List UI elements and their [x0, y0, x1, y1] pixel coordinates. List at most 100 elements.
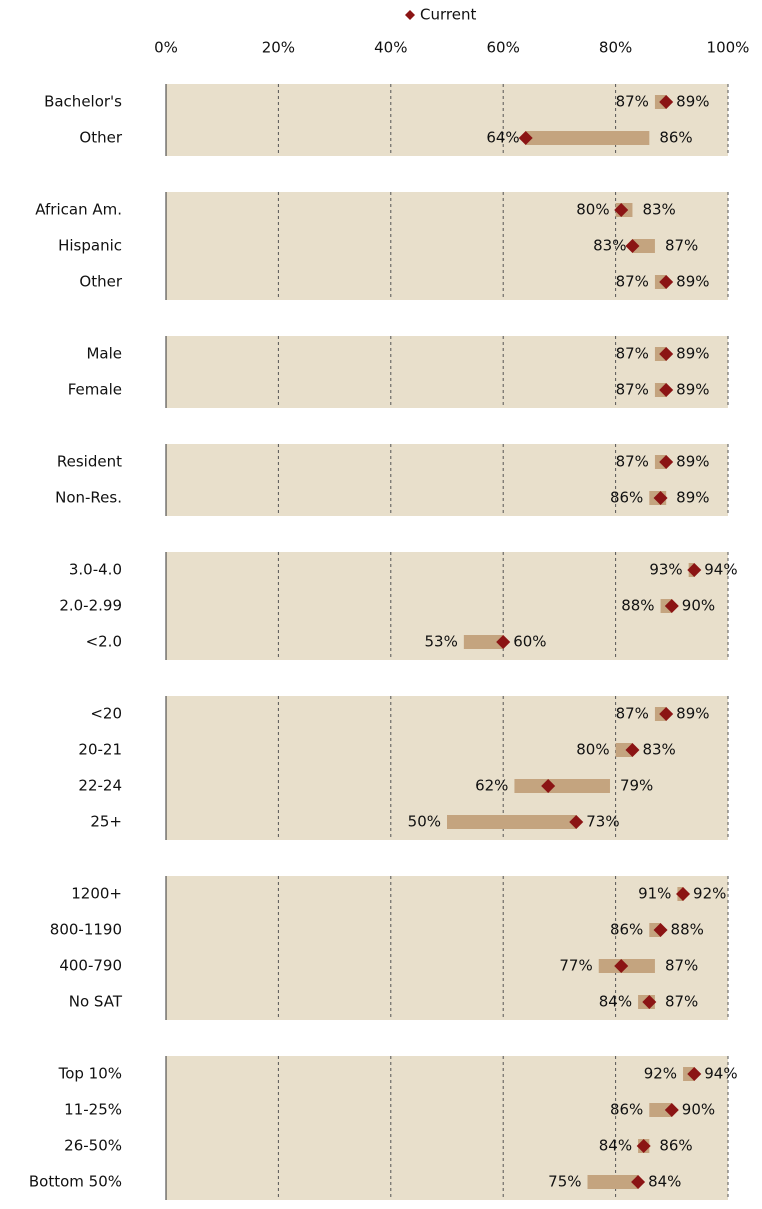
low-label: 87% [616, 273, 649, 291]
high-label: 89% [676, 273, 709, 291]
current-marker [659, 383, 674, 397]
low-label: 88% [621, 597, 654, 615]
low-label: 93% [649, 561, 682, 579]
range-bar [514, 779, 610, 793]
high-label: 88% [671, 921, 704, 939]
range-bar [525, 131, 650, 145]
category-label: 800-1190 [50, 921, 122, 939]
high-label: 89% [676, 93, 709, 111]
category-label: 25+ [90, 813, 122, 831]
low-label: 91% [638, 885, 671, 903]
category-label: Male [86, 345, 122, 363]
current-marker [569, 815, 584, 829]
current-marker [496, 635, 511, 649]
x-tick-label: 100% [707, 39, 750, 57]
category-label: African Am. [35, 201, 122, 219]
high-label: 89% [676, 345, 709, 363]
current-marker [653, 491, 668, 505]
category-label: <20 [90, 705, 122, 723]
category-label: Top 10% [58, 1065, 122, 1083]
current-marker [614, 959, 629, 973]
range-bar [587, 1175, 639, 1189]
low-label: 62% [475, 777, 508, 795]
current-marker [625, 239, 640, 253]
high-label: 89% [676, 489, 709, 507]
category-label: Other [79, 273, 122, 291]
current-marker [687, 563, 702, 577]
high-label: 90% [682, 1101, 715, 1119]
category-label: Non-Res. [55, 489, 122, 507]
current-marker [614, 203, 629, 217]
low-label: 87% [616, 345, 649, 363]
legend-label: Current [420, 6, 476, 24]
category-label: 400-790 [59, 957, 122, 975]
high-label: 89% [676, 705, 709, 723]
low-label: 86% [610, 1101, 643, 1119]
current-marker [687, 1067, 702, 1081]
category-label: 22-24 [78, 777, 122, 795]
current-marker [653, 923, 668, 937]
x-tick-label: 20% [262, 39, 295, 57]
high-label: 89% [676, 453, 709, 471]
low-label: 80% [576, 741, 609, 759]
x-tick-label: 60% [487, 39, 520, 57]
category-label: 26-50% [64, 1137, 122, 1155]
current-marker [631, 1175, 646, 1189]
high-label: 87% [665, 957, 698, 975]
low-label: 84% [599, 993, 632, 1011]
low-label: 64% [486, 129, 519, 147]
current-marker [636, 1139, 651, 1153]
high-label: 90% [682, 597, 715, 615]
low-label: 87% [616, 93, 649, 111]
x-tick-label: 80% [599, 39, 632, 57]
category-label: No SAT [69, 993, 123, 1011]
category-label: 11-25% [64, 1101, 122, 1119]
low-label: 77% [559, 957, 592, 975]
range-bar [447, 815, 577, 829]
low-label: 75% [548, 1173, 581, 1191]
low-label: 80% [576, 201, 609, 219]
range-bar [649, 1103, 672, 1117]
category-label: 2.0-2.99 [59, 597, 122, 615]
current-marker [518, 131, 533, 145]
low-label: 87% [616, 705, 649, 723]
current-marker [659, 455, 674, 469]
high-label: 87% [665, 993, 698, 1011]
low-label: 92% [644, 1065, 677, 1083]
low-label: 83% [593, 237, 626, 255]
category-label: Resident [57, 453, 122, 471]
category-label: 20-21 [78, 741, 122, 759]
low-label: 86% [610, 489, 643, 507]
current-marker [664, 599, 679, 613]
category-label: Hispanic [58, 237, 122, 255]
low-label: 86% [610, 921, 643, 939]
current-marker [659, 707, 674, 721]
category-label: Bottom 50% [29, 1173, 122, 1191]
high-label: 79% [620, 777, 653, 795]
x-tick-label: 40% [374, 39, 407, 57]
high-label: 60% [513, 633, 546, 651]
current-marker [625, 743, 640, 757]
panel-background [166, 552, 728, 660]
range-bar [632, 239, 655, 253]
category-label: Bachelor's [44, 93, 122, 111]
high-label: 73% [586, 813, 619, 831]
current-marker [642, 995, 657, 1009]
current-marker [664, 1103, 679, 1117]
current-marker [659, 275, 674, 289]
high-label: 94% [704, 1065, 737, 1083]
range-bar [615, 743, 633, 757]
high-label: 94% [704, 561, 737, 579]
high-label: 87% [665, 237, 698, 255]
panel-background [166, 336, 728, 408]
current-marker [659, 347, 674, 361]
high-label: 83% [642, 741, 675, 759]
category-label: Other [79, 129, 122, 147]
high-label: 86% [659, 1137, 692, 1155]
current-marker [659, 95, 674, 109]
high-label: 83% [642, 201, 675, 219]
category-label: 3.0-4.0 [69, 561, 122, 579]
low-label: 87% [616, 381, 649, 399]
high-label: 92% [693, 885, 726, 903]
